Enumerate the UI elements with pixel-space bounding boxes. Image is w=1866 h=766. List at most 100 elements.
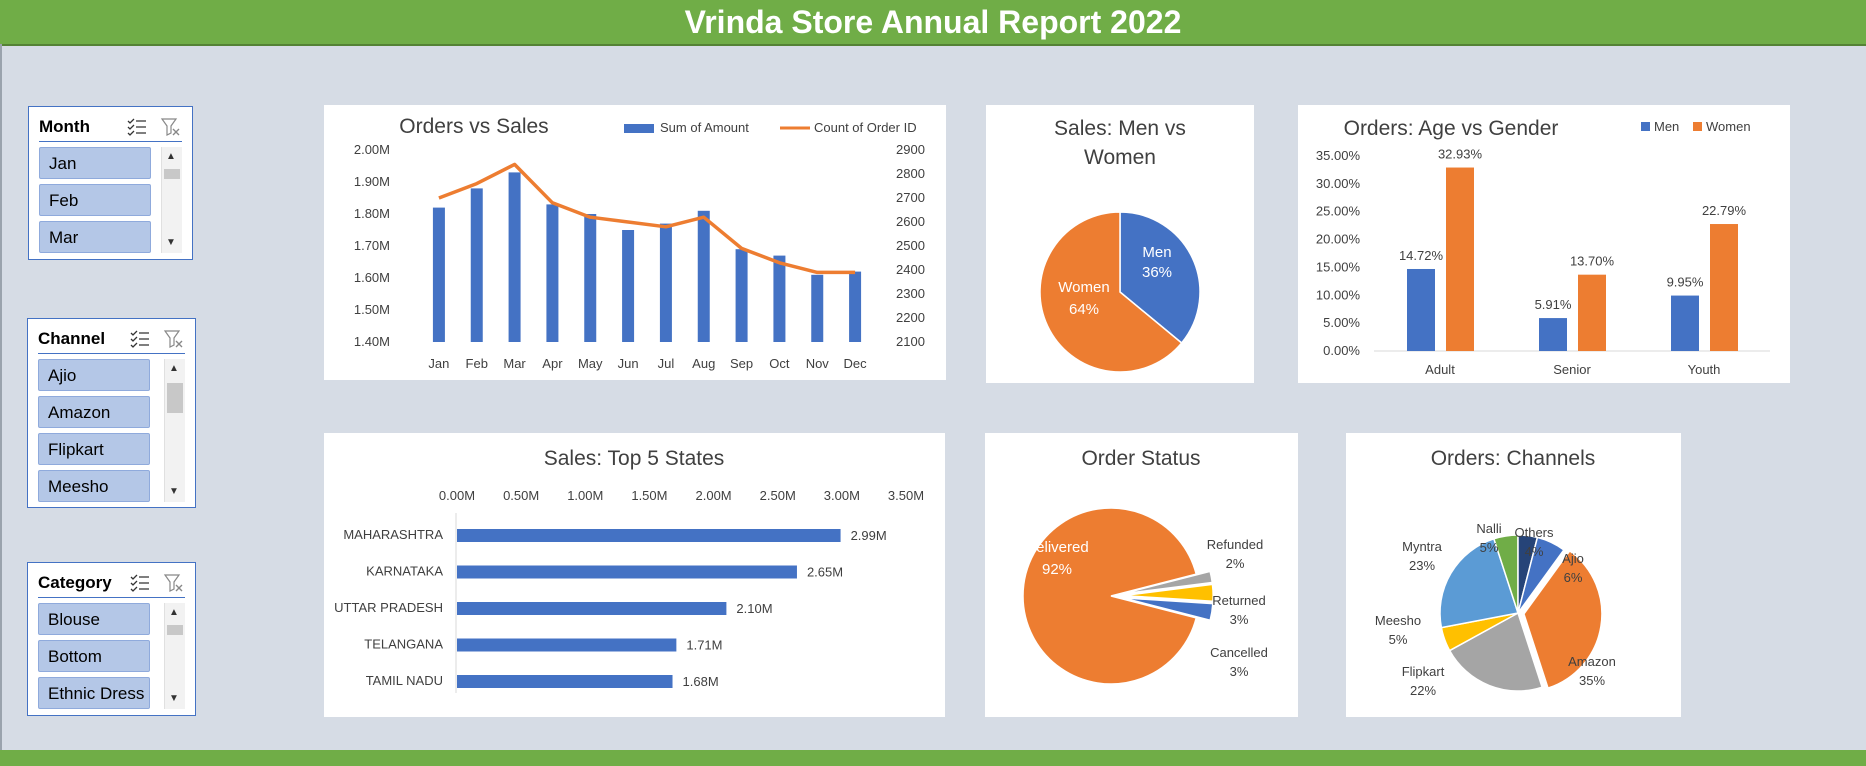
chart-title: Orders: Age vs Gender — [1344, 117, 1559, 140]
chart-legend: Men Women — [1641, 119, 1751, 134]
data-label: 2.99M — [851, 528, 887, 543]
x-tick-label: Mar — [503, 356, 526, 371]
slice-label: Myntra — [1402, 539, 1443, 554]
y2-tick-label: 2600 — [896, 214, 925, 229]
legend-label: Count of Order ID — [814, 120, 917, 135]
scroll-up-icon[interactable]: ▲ — [169, 607, 179, 618]
x-tick-label: 0.00M — [439, 488, 475, 503]
data-label: 22.79% — [1702, 203, 1747, 218]
bar-amount-jan — [432, 207, 445, 342]
y2-tick-label: 2700 — [896, 190, 925, 205]
slice-label: Delivered — [1025, 539, 1088, 556]
data-label: 5.91% — [1535, 297, 1572, 312]
y2-tick-label: 2800 — [896, 166, 925, 181]
scroll-down-icon[interactable]: ▼ — [166, 237, 176, 248]
slice-women — [1039, 211, 1183, 373]
bar-women-youth — [1710, 224, 1738, 351]
slice-label: 35% — [1579, 673, 1605, 688]
y2-tick-label: 2300 — [896, 286, 925, 301]
chart-title: Order Status — [1081, 447, 1200, 470]
x-tick-label: Jul — [658, 356, 675, 371]
slicer-item-ethnic-dress[interactable]: Ethnic Dress — [38, 677, 150, 709]
slice-refunded — [1124, 570, 1213, 594]
slice-ajio — [1517, 536, 1565, 614]
scroll-up-icon[interactable]: ▲ — [166, 151, 176, 162]
slice-label: 22% — [1410, 683, 1436, 698]
x-tick-label: 1.00M — [567, 488, 603, 503]
y-tick-label: KARNATAKA — [366, 564, 443, 579]
clear-filter-icon[interactable] — [160, 117, 182, 137]
slice-cancelled — [1124, 597, 1214, 621]
bar-men-adult — [1407, 268, 1435, 351]
scroll-down-icon[interactable]: ▼ — [169, 693, 179, 704]
slice-label: 5% — [1389, 632, 1408, 647]
slicer-item-mar[interactable]: Mar — [39, 221, 151, 253]
slicer-scrollbar[interactable]: ▲ ▼ — [164, 603, 185, 709]
data-label: 9.95% — [1667, 275, 1704, 290]
x-tick-label: Adult — [1425, 362, 1455, 377]
x-tick-label: Apr — [542, 356, 563, 371]
bar-karnataka — [457, 565, 797, 579]
slicer-items: Jan Feb Mar — [39, 147, 151, 258]
bar-amount-jul — [659, 223, 672, 342]
slicer-item-blouse[interactable]: Blouse — [38, 603, 150, 635]
x-tick-label: 2.00M — [696, 488, 732, 503]
clear-filter-icon[interactable] — [163, 329, 185, 349]
x-tick-label: Nov — [806, 356, 830, 371]
bar-men-senior — [1539, 318, 1567, 351]
y-tick-label: 0.00% — [1323, 343, 1360, 358]
scroll-down-icon[interactable]: ▼ — [169, 486, 179, 497]
slicer-scrollbar[interactable]: ▲ ▼ — [161, 147, 182, 253]
multi-select-icon[interactable] — [126, 117, 148, 137]
x-tick-label: 2.50M — [760, 488, 796, 503]
slice-label: 36% — [1142, 264, 1172, 281]
x-tick-label: Dec — [844, 356, 868, 371]
slice-label: Refunded — [1207, 537, 1263, 552]
scroll-thumb[interactable] — [167, 625, 183, 635]
slicer-item-amazon[interactable]: Amazon — [38, 396, 150, 428]
chart-title: Orders: Channels — [1431, 447, 1596, 470]
multi-select-icon[interactable] — [129, 329, 151, 349]
y2-tick-label: 2100 — [896, 334, 925, 349]
scroll-up-icon[interactable]: ▲ — [169, 363, 179, 374]
chart-title: Sales: Top 5 States — [544, 447, 725, 470]
slicer-item-jan[interactable]: Jan — [39, 147, 151, 179]
y-tick-label: 25.00% — [1316, 204, 1361, 219]
clear-filter-icon[interactable] — [163, 573, 185, 593]
slicer-tools — [129, 329, 185, 349]
y-tick-label: 35.00% — [1316, 148, 1361, 163]
y2-tick-label: 2200 — [896, 310, 925, 325]
x-tick-label: Jan — [428, 356, 449, 371]
bar-amount-mar — [508, 172, 521, 342]
x-tick-label: Senior — [1553, 362, 1591, 377]
slice-label: 64% — [1069, 301, 1099, 318]
slicer-item-flipkart[interactable]: Flipkart — [38, 433, 150, 465]
y2-tick-label: 2500 — [896, 238, 925, 253]
multi-select-icon[interactable] — [129, 573, 151, 593]
y-tick-label: 1.70M — [354, 238, 390, 253]
bar-amount-dec — [849, 271, 862, 342]
y-tick-label: 2.00M — [354, 142, 390, 157]
slicer-item-meesho[interactable]: Meesho — [38, 470, 150, 502]
scroll-thumb[interactable] — [164, 169, 180, 179]
line-order-count — [438, 162, 856, 275]
scroll-thumb[interactable] — [167, 383, 183, 413]
y-tick-label: TAMIL NADU — [366, 673, 443, 688]
orders-age-gender-chart: Orders: Age vs Gender Men Women 0.00% 5.00% 1… — [1298, 105, 1790, 383]
slice-label: 2% — [1226, 556, 1245, 571]
slicer-scrollbar[interactable]: ▲ ▼ — [164, 359, 185, 502]
orders-channels-chart: Orders: Channels Amazon 35% Flipkart 22% Mees… — [1346, 433, 1681, 717]
slicer-title: Month — [39, 117, 90, 136]
bar-amount-feb — [470, 188, 483, 342]
slicer-item-feb[interactable]: Feb — [39, 184, 151, 216]
slicer-item-bottom[interactable]: Bottom — [38, 640, 150, 672]
slice-label: 6% — [1564, 570, 1583, 585]
legend-label: Women — [1706, 119, 1751, 134]
slicer-item-ajio[interactable]: Ajio — [38, 359, 150, 391]
slice-label: 92% — [1042, 561, 1072, 578]
slice-label: Others — [1514, 525, 1554, 540]
bar-women-senior — [1578, 274, 1606, 351]
x-tick-label: 3.50M — [888, 488, 924, 503]
chart-legend: Sum of Amount Count of Order ID — [624, 120, 917, 135]
slice-label: Amazon — [1568, 654, 1616, 669]
